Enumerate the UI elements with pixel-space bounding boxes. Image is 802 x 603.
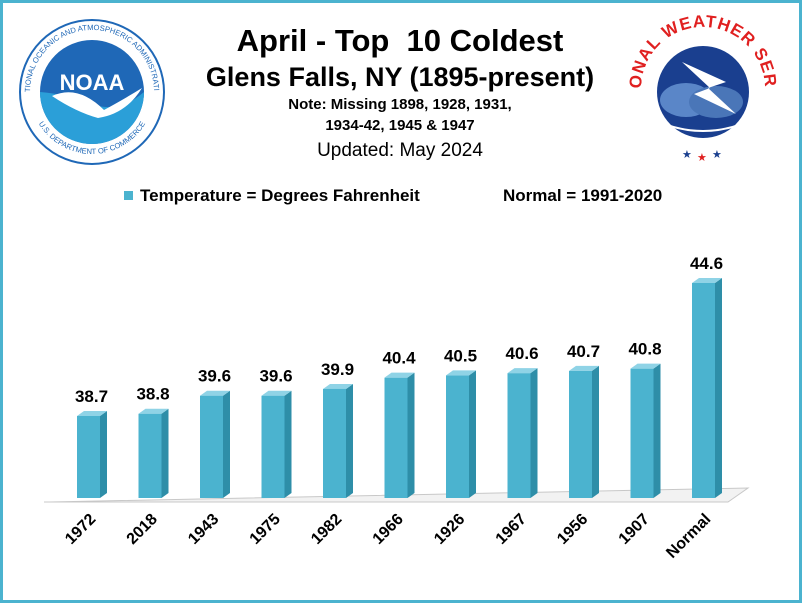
noaa-logo: NATIONAL OCEANIC AND ATMOSPHERIC ADMINIS… <box>18 18 165 165</box>
bar-front <box>323 388 346 498</box>
bar-top <box>569 365 599 371</box>
bar-side <box>346 383 353 498</box>
chart-title: April - Top 10 Coldest <box>236 23 564 58</box>
bar-front <box>200 395 223 498</box>
bar-front <box>692 283 715 498</box>
bar-front <box>569 370 592 498</box>
data-label: 39.6 <box>259 367 292 386</box>
bar-side <box>653 363 661 498</box>
bar-1966 <box>384 372 415 498</box>
bar-1975 <box>261 390 292 498</box>
data-label: 40.7 <box>567 342 600 361</box>
legend-series-label: Temperature = Degrees Fahrenheit <box>140 186 420 205</box>
x-tick-label: 1926 <box>431 511 468 548</box>
chart-subtitle: Glens Falls, NY (1895-present) <box>205 62 595 92</box>
nws-star-left: ★ <box>682 149 692 161</box>
bar-side <box>530 368 538 498</box>
nws-star-center: ★ <box>697 152 707 164</box>
legend-swatch <box>124 191 133 200</box>
bar-top <box>77 411 107 416</box>
bar-top <box>261 390 292 396</box>
bar-side <box>284 390 292 498</box>
data-label: 40.6 <box>505 344 538 363</box>
bar-side <box>100 411 107 498</box>
bar-1982 <box>323 383 353 498</box>
bar-side <box>161 408 169 498</box>
x-tick-label: 2018 <box>124 511 161 548</box>
bar-2018 <box>138 408 169 498</box>
data-label: 38.7 <box>75 387 108 406</box>
bar-front <box>77 416 100 498</box>
bar-top <box>384 372 415 378</box>
data-label: 39.9 <box>321 360 354 379</box>
data-label: 44.6 <box>690 254 723 273</box>
bar-front <box>630 368 654 498</box>
x-tick-label: 1972 <box>62 511 99 548</box>
title-block: April - Top 10 Coldest Glens Falls, NY (… <box>180 22 620 164</box>
chart-updated: Updated: May 2024 <box>317 140 483 161</box>
bar-1967 <box>507 368 538 498</box>
bar-front <box>138 413 162 498</box>
bar-1926 <box>446 370 476 498</box>
bar-front <box>261 395 285 498</box>
chart-note-line1: Note: Missing 1898, 1928, 1931, <box>288 96 512 113</box>
bar-side <box>223 390 230 498</box>
bar-side <box>715 278 722 498</box>
data-label: 40.4 <box>382 349 416 368</box>
noaa-logo-text: NOAA <box>60 70 125 95</box>
bar-top <box>630 363 661 369</box>
chart-note-line2: 1934-42, 1945 & 1947 <box>325 117 475 134</box>
bar-1956 <box>569 365 599 498</box>
x-tick-label: 1907 <box>616 511 653 548</box>
bar-1972 <box>77 411 107 498</box>
bar-side <box>592 365 599 498</box>
bar-front <box>384 377 408 498</box>
x-tick-label: 1956 <box>554 511 591 548</box>
bar-side <box>407 372 415 498</box>
nws-star-right: ★ <box>712 149 722 161</box>
legend: Temperature = Degrees Fahrenheit Normal … <box>0 186 802 210</box>
data-label: 38.8 <box>136 385 169 404</box>
bar-side <box>469 370 476 498</box>
bar-1907 <box>630 363 661 498</box>
bar-top <box>200 390 230 396</box>
x-tick-label: 1975 <box>247 511 284 548</box>
bar-1943 <box>200 390 230 498</box>
bar-top <box>138 408 169 414</box>
bar-top <box>446 370 476 376</box>
bar-front <box>507 373 531 498</box>
x-tick-label: 1966 <box>370 511 407 548</box>
x-tick-label: 1967 <box>493 511 530 548</box>
x-tick-label: 1943 <box>185 511 222 548</box>
bar-front <box>446 375 469 498</box>
x-tick-label: 1982 <box>308 511 345 548</box>
legend-normal-label: Normal = 1991-2020 <box>503 186 663 205</box>
data-label: 40.8 <box>628 340 661 359</box>
bar-top <box>323 383 353 389</box>
bar-normal <box>692 278 722 498</box>
data-label: 40.5 <box>444 346 477 365</box>
nws-logo: NATIONAL WEATHER SERVICE ★ ★ ★ <box>624 10 779 165</box>
x-tick-label: Normal <box>663 511 714 562</box>
bar-top <box>692 278 722 283</box>
data-label: 39.6 <box>198 367 231 386</box>
bar-top <box>507 368 538 374</box>
